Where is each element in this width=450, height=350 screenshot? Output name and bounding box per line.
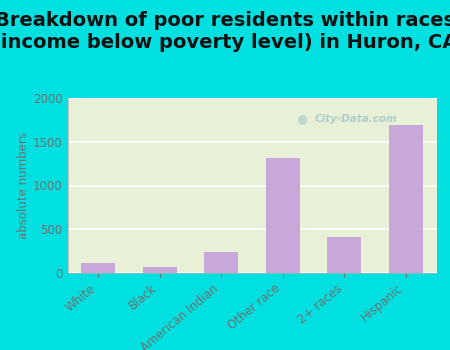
- Bar: [327, 237, 361, 273]
- Bar: [266, 158, 300, 273]
- Bar: [143, 267, 177, 273]
- Text: City-Data.com: City-Data.com: [315, 114, 397, 124]
- Bar: [204, 252, 238, 273]
- Text: Breakdown of poor residents within races
(income below poverty level) in Huron, : Breakdown of poor residents within races…: [0, 10, 450, 51]
- Bar: [389, 125, 423, 273]
- Text: ●: ●: [296, 112, 307, 126]
- Y-axis label: absolute numbers: absolute numbers: [17, 132, 30, 239]
- Bar: [81, 264, 115, 273]
